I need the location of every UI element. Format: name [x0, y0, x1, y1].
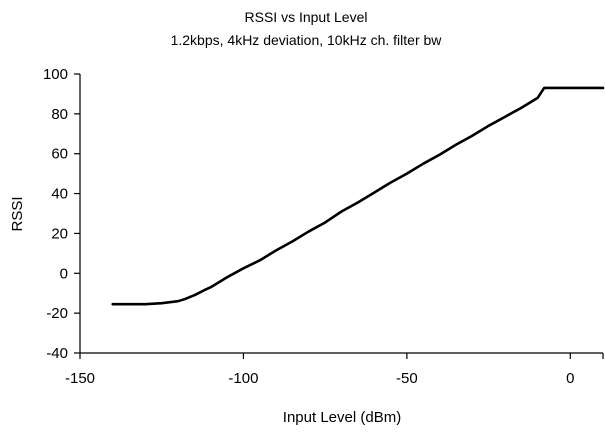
y-axis-ticks: -40 -20 0 20 40 60 80 100: [43, 66, 80, 362]
x-tick-label: -100: [228, 370, 258, 387]
y-tick-label: 100: [43, 66, 68, 83]
x-tick-label: -50: [396, 370, 418, 387]
y-tick-label: 40: [51, 186, 68, 203]
axes: [79, 74, 603, 354]
chart-subtitle: 1.2kbps, 4kHz deviation, 10kHz ch. filte…: [171, 32, 443, 48]
y-tick-label: 80: [51, 106, 68, 123]
y-tick-label: 20: [51, 225, 68, 242]
chart-title: RSSI vs Input Level: [245, 9, 368, 25]
y-tick-label: -40: [46, 345, 68, 362]
y-tick-label: 0: [60, 265, 68, 282]
x-tick-label: 0: [566, 370, 574, 387]
x-tick-label: -150: [65, 370, 95, 387]
y-axis-label: RSSI: [9, 196, 26, 231]
y-tick-label: 60: [51, 146, 68, 163]
x-axis-ticks: -150 -100 -50 0: [65, 353, 604, 387]
series-line: [111, 86, 605, 306]
y-tick-label: -20: [46, 305, 68, 322]
plot-area: [111, 86, 605, 306]
x-axis-label: Input Level (dBm): [283, 409, 401, 426]
